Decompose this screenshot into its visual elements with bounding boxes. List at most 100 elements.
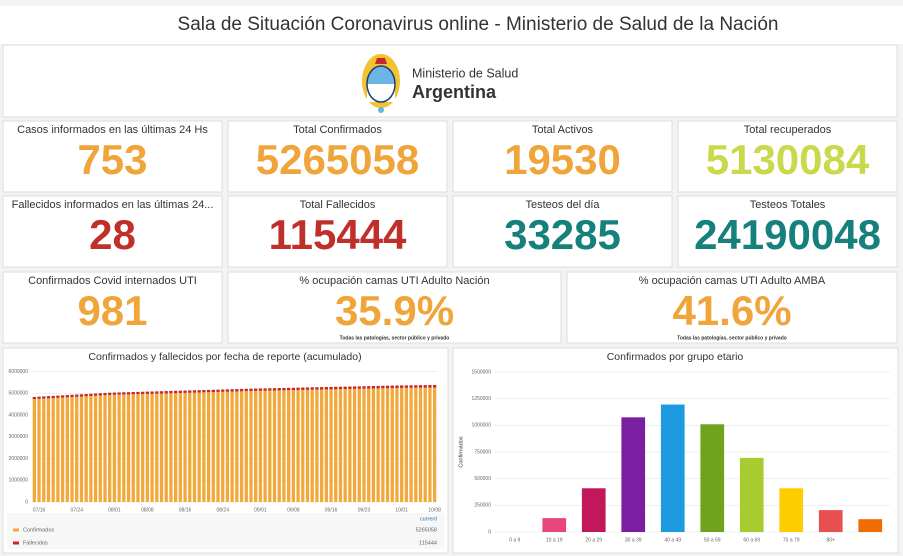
y-tick-label: 0 [25, 499, 28, 505]
bar-segment [272, 390, 277, 502]
bar-segment [334, 386, 338, 390]
y-tick-label: 2000000 [9, 456, 29, 462]
bar-segment [418, 385, 423, 388]
bar-segment [324, 389, 328, 502]
bar-segment [108, 394, 112, 502]
bar-segment [216, 389, 220, 392]
bar-segment [206, 392, 211, 502]
bar-segment [197, 392, 201, 502]
kpi-card [2, 271, 223, 344]
bar-segment [348, 388, 352, 502]
kpi-card [227, 120, 448, 193]
y-tick-label: 0 [488, 529, 491, 535]
bar-segment [141, 394, 145, 502]
logo-panel [2, 44, 898, 118]
bar-segment [239, 391, 244, 502]
bar-segment [282, 387, 286, 391]
bar-segment [428, 385, 432, 388]
bar-segment [390, 388, 394, 502]
bar-segment [400, 387, 404, 502]
kpi-value: 753 [77, 136, 147, 183]
legend-header: current [420, 516, 438, 522]
bar-segment [268, 390, 272, 502]
bar-segment [197, 390, 201, 393]
bar-segment [136, 391, 140, 395]
bar-segment [65, 395, 69, 398]
bar-segment [319, 389, 324, 502]
legend-swatch [13, 528, 19, 532]
bar-segment [287, 390, 291, 502]
bar-segment [305, 389, 310, 502]
legend-box [7, 513, 444, 549]
y-axis-label: Confirmados [458, 436, 464, 467]
bar-segment [432, 384, 437, 388]
bar-segment [221, 389, 225, 392]
bar-segment [225, 391, 230, 502]
y-tick-label: 750000 [474, 449, 491, 455]
bar-segment [329, 386, 333, 390]
bar [660, 404, 685, 532]
bar [739, 457, 764, 532]
bar-segment [263, 388, 267, 391]
bar-segment [56, 397, 60, 502]
bar-segment [37, 396, 41, 399]
bar-segment [319, 387, 324, 390]
bar-segment [230, 389, 234, 392]
bar-segment [155, 391, 159, 394]
bar-segment [367, 388, 371, 502]
bar-segment [357, 388, 361, 502]
bar-segment [334, 389, 338, 502]
bar-segment [183, 392, 187, 502]
bar [858, 519, 883, 532]
bar-segment [296, 387, 300, 391]
bar-segment [235, 391, 239, 502]
bar-segment [404, 387, 409, 502]
bar-segment [310, 389, 314, 502]
bar-segment [169, 393, 173, 502]
bar-segment [84, 394, 88, 397]
bar-segment [357, 386, 361, 389]
bar-segment [56, 395, 60, 398]
bar-segment [155, 393, 159, 502]
x-tick-label: 0 a 9 [509, 537, 520, 543]
bar-segment [122, 392, 126, 395]
page-title: Sala de Situación Coronavirus online - M… [178, 14, 779, 35]
y-tick-label: 6000000 [9, 369, 29, 375]
kpi-card [452, 195, 673, 268]
bar-segment [277, 388, 281, 391]
bar-segment [376, 388, 380, 502]
bar-segment [338, 389, 343, 502]
bar-segment [169, 390, 173, 394]
bar-segment [362, 388, 366, 502]
kpi-title: Total Activos [532, 124, 594, 136]
bar-segment [404, 385, 409, 388]
bar-segment [301, 389, 305, 502]
bar [779, 488, 804, 532]
bar [581, 488, 606, 532]
bar-segment [418, 387, 423, 502]
bar-segment [216, 391, 220, 502]
legend-label: Fallecidos [23, 540, 48, 546]
kpi-card [227, 271, 562, 344]
kpi-card [677, 120, 898, 193]
bar-segment [173, 390, 178, 394]
bar-segment [117, 394, 121, 502]
bar-segment [395, 385, 399, 388]
x-tick-label: 30 a 39 [625, 537, 642, 543]
emblem [362, 54, 400, 113]
bar-segment [400, 385, 404, 388]
bar-segment [235, 389, 239, 392]
bar-segment [42, 396, 46, 399]
bar-segment [258, 388, 263, 391]
bar-segment [324, 387, 328, 390]
chart-title: Confirmados y fallecidos por fecha de re… [88, 351, 361, 363]
bar-segment [254, 388, 258, 391]
bar-segment [338, 386, 343, 390]
x-tick-label: 07/16 [33, 507, 46, 513]
y-tick-label: 1000000 [9, 478, 29, 484]
bar-segment [390, 385, 394, 389]
bar-segment [93, 393, 98, 396]
y-tick-label: 1500000 [472, 369, 492, 375]
x-tick-label: 08/01 [108, 507, 121, 513]
x-tick-label: 09/23 [358, 507, 371, 513]
